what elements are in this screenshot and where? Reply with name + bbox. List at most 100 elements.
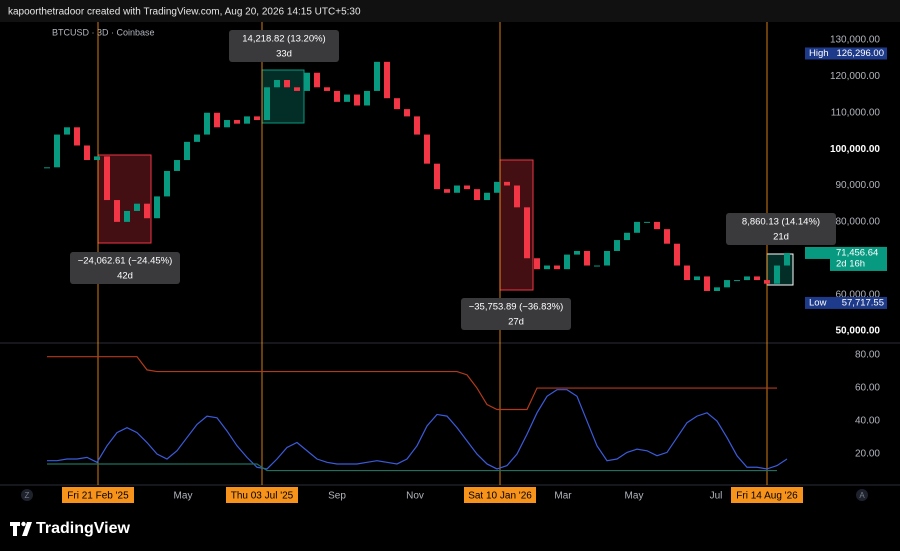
candle bbox=[274, 80, 280, 88]
y-tick-label: 130,000.00 bbox=[830, 35, 880, 46]
candle bbox=[404, 109, 410, 117]
measure-duration: 42d bbox=[117, 271, 133, 282]
candle bbox=[724, 280, 730, 288]
y-tick-label: 20.00 bbox=[855, 449, 880, 460]
logo-dot bbox=[21, 521, 26, 527]
time-highlight bbox=[226, 487, 298, 503]
candle bbox=[224, 120, 230, 128]
candle bbox=[584, 250, 590, 266]
y-tick-label: 60,000.00 bbox=[836, 289, 881, 300]
measure-tooltip bbox=[726, 213, 836, 245]
candle bbox=[184, 141, 190, 161]
candle bbox=[414, 116, 420, 135]
candle bbox=[124, 210, 130, 222]
measure-duration: 33d bbox=[276, 49, 292, 60]
candle bbox=[194, 134, 200, 142]
candle bbox=[394, 98, 400, 110]
y-tick-label: 100,000.00 bbox=[830, 144, 880, 155]
candle bbox=[154, 196, 160, 219]
candle bbox=[784, 252, 790, 266]
measure-change: 8,860.13 (14.14%) bbox=[742, 217, 820, 228]
candle bbox=[624, 232, 630, 241]
high-value: 126,296.00 bbox=[836, 48, 884, 59]
candle bbox=[474, 189, 480, 201]
indicator-line bbox=[47, 389, 788, 470]
measure-change: −24,062.61 (−24.45%) bbox=[78, 256, 173, 267]
indicator-line bbox=[47, 356, 777, 411]
x-tick-label: Thu 03 Jul '25 bbox=[231, 491, 294, 502]
candle bbox=[134, 203, 140, 211]
last-countdown: 2d 16h bbox=[836, 258, 865, 269]
candle bbox=[94, 156, 100, 161]
zoom-button[interactable] bbox=[21, 489, 33, 501]
candle bbox=[484, 192, 490, 201]
candle bbox=[694, 276, 700, 281]
y-tick-label: 50,000.00 bbox=[836, 326, 881, 337]
candle bbox=[564, 254, 570, 270]
candle bbox=[774, 265, 780, 284]
candle bbox=[44, 167, 50, 169]
logo-mark bbox=[10, 522, 32, 536]
candle bbox=[734, 280, 740, 282]
header-text: kapoorthetradoor created with TradingVie… bbox=[8, 7, 361, 18]
candle bbox=[754, 276, 760, 281]
candle bbox=[424, 134, 430, 164]
y-tick-label: 40.00 bbox=[855, 416, 880, 427]
zoom-label: Z bbox=[25, 491, 30, 500]
high-name: High bbox=[809, 48, 829, 59]
x-tick-label: Mar bbox=[554, 491, 572, 502]
x-tick-label: May bbox=[174, 491, 193, 502]
candle bbox=[764, 280, 770, 284]
x-tick-label: Fri 14 Aug '26 bbox=[736, 491, 798, 502]
measure-change: −35,753.89 (−36.83%) bbox=[469, 302, 564, 313]
header-bar bbox=[0, 0, 900, 22]
measure-change: 14,218.82 (13.20%) bbox=[242, 34, 325, 45]
indicator-line bbox=[47, 463, 777, 472]
candle bbox=[594, 265, 600, 267]
low-name: Low bbox=[809, 297, 827, 308]
candle bbox=[304, 72, 310, 91]
brand-text: TradingView bbox=[36, 520, 131, 537]
candle bbox=[204, 112, 210, 135]
candle bbox=[614, 240, 620, 251]
x-tick-label: Sep bbox=[328, 491, 346, 502]
candle bbox=[554, 265, 560, 270]
candle bbox=[524, 207, 530, 259]
candle bbox=[444, 189, 450, 193]
candle bbox=[434, 163, 440, 190]
candle bbox=[334, 90, 340, 102]
candle bbox=[324, 87, 330, 91]
candle bbox=[374, 61, 380, 91]
candle bbox=[54, 134, 60, 168]
candle bbox=[464, 185, 470, 190]
candle bbox=[634, 221, 640, 233]
candle bbox=[234, 120, 240, 124]
candle bbox=[654, 221, 660, 230]
y-tick-label: 110,000.00 bbox=[831, 107, 881, 118]
candle bbox=[114, 200, 120, 222]
candle bbox=[364, 90, 370, 106]
candle bbox=[314, 72, 320, 88]
candle bbox=[534, 258, 540, 270]
candle bbox=[294, 87, 300, 91]
auto-button[interactable] bbox=[856, 489, 868, 501]
time-highlight bbox=[731, 487, 803, 503]
candle bbox=[254, 116, 260, 121]
y-tick-label: 120,000.00 bbox=[830, 71, 880, 82]
candle bbox=[494, 181, 500, 193]
measure-tooltip bbox=[461, 298, 571, 330]
candle bbox=[214, 112, 220, 128]
x-tick-label: May bbox=[625, 491, 644, 502]
candle bbox=[714, 287, 720, 291]
x-tick-label: Fri 21 Feb '25 bbox=[67, 491, 129, 502]
candle bbox=[174, 160, 180, 171]
last-value: 71,456.64 bbox=[836, 247, 878, 258]
x-tick-label: Jul bbox=[710, 491, 723, 502]
y-tick-label: 90,000.00 bbox=[836, 180, 881, 191]
candle bbox=[664, 229, 670, 244]
candle bbox=[384, 61, 390, 99]
candle bbox=[104, 156, 110, 201]
symbol-title: BTCUSD · 3D · Coinbase bbox=[52, 27, 155, 37]
candle bbox=[704, 276, 710, 291]
candle bbox=[354, 94, 360, 106]
